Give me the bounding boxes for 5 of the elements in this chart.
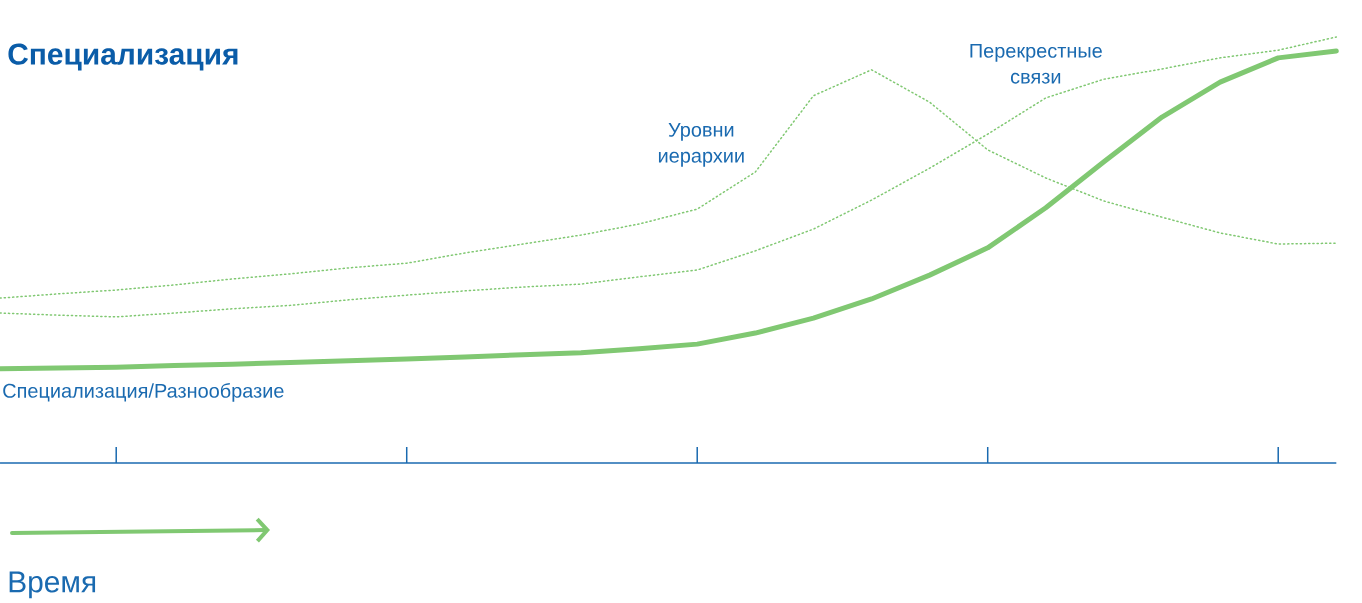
chart-title: Специализация [8, 43, 238, 71]
series-label: Специализация/Разнообразие [3, 383, 284, 402]
series-label: Уровни иерархии [658, 122, 744, 167]
x-axis-title: Время [9, 571, 96, 599]
series-label: Перекрестные связи [970, 43, 1102, 84]
